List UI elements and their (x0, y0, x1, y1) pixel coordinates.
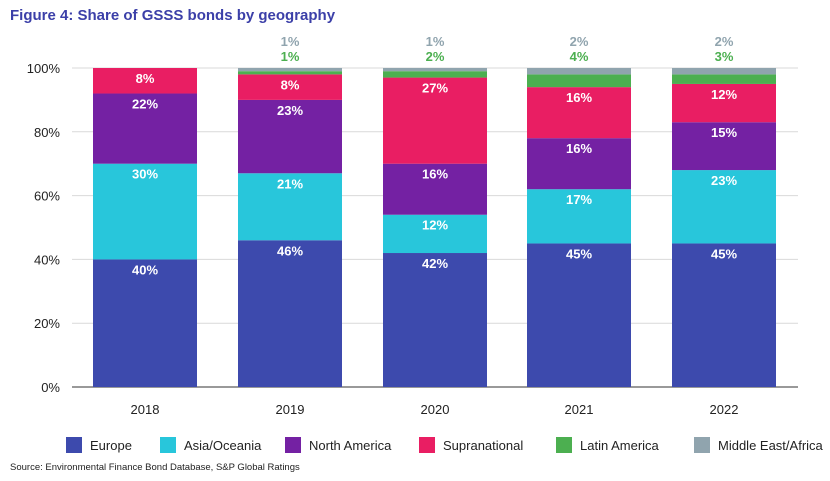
legend-label: Supranational (443, 438, 523, 453)
legend-label: North America (309, 438, 392, 453)
data-label: 12% (422, 218, 448, 233)
legend-swatch (694, 437, 710, 453)
data-label: 2% (570, 34, 589, 49)
bar-segment (93, 93, 197, 164)
legend-swatch (419, 437, 435, 453)
legend-label: Asia/Oceania (184, 438, 262, 453)
legend-swatch (285, 437, 301, 453)
y-tick-label: 80% (34, 125, 60, 140)
data-label: 23% (711, 173, 737, 188)
chart-title: Figure 4: Share of GSSS bonds by geograp… (10, 7, 336, 24)
data-label: 17% (566, 192, 592, 207)
data-label: 16% (422, 167, 448, 182)
bar-segment (527, 243, 631, 387)
data-label: 40% (132, 262, 158, 277)
data-label: 2% (715, 34, 734, 49)
data-label: 12% (711, 87, 737, 102)
bar-segment (527, 87, 631, 139)
data-label: 46% (277, 243, 303, 258)
y-tick-label: 0% (41, 380, 60, 395)
bar-segment (383, 77, 487, 164)
bar-segment (238, 74, 342, 100)
bar-segment (383, 163, 487, 215)
bar-segment (527, 138, 631, 190)
bar-segment (238, 71, 342, 75)
bar-segment (93, 68, 197, 94)
data-label: 45% (566, 246, 592, 261)
data-label: 45% (711, 246, 737, 261)
data-label: 3% (715, 49, 734, 64)
data-label: 27% (422, 81, 448, 96)
bar-segment (672, 83, 776, 123)
bar-segment (238, 68, 342, 72)
bar-segment (383, 253, 487, 387)
x-tick-label: 2019 (276, 402, 305, 417)
data-label: 21% (277, 176, 303, 191)
data-label: 15% (711, 125, 737, 140)
bar-segment (527, 189, 631, 244)
data-label: 1% (281, 34, 300, 49)
legend-label: Latin America (580, 438, 660, 453)
data-label: 8% (136, 71, 155, 86)
bar-segment (527, 68, 631, 75)
legend-label: Europe (90, 438, 132, 453)
y-tick-label: 40% (34, 252, 60, 267)
data-label: 1% (281, 49, 300, 64)
legend-swatch (160, 437, 176, 453)
bar-segment (527, 74, 631, 88)
data-label: 42% (422, 256, 448, 271)
data-label: 16% (566, 90, 592, 105)
bar-segment (672, 243, 776, 387)
legend-label: Middle East/Africa (718, 438, 824, 453)
data-label: 22% (132, 97, 158, 112)
bar-segment (238, 240, 342, 387)
x-tick-label: 2022 (710, 402, 739, 417)
bar-segment (93, 259, 197, 387)
x-tick-label: 2020 (421, 402, 450, 417)
bar-segment (93, 163, 197, 260)
y-tick-label: 20% (34, 316, 60, 331)
bar-segment (383, 71, 487, 78)
data-label: 23% (277, 103, 303, 118)
bar-segment (238, 173, 342, 241)
data-label: 1% (426, 34, 445, 49)
bar-segment (672, 74, 776, 84)
bar-segment (672, 170, 776, 244)
bar-segment (383, 214, 487, 254)
y-tick-label: 60% (34, 189, 60, 204)
legend-swatch (556, 437, 572, 453)
legend-swatch (66, 437, 82, 453)
x-tick-label: 2021 (565, 402, 594, 417)
x-tick-label: 2018 (131, 402, 160, 417)
bar-segment (238, 99, 342, 174)
source-note: Source: Environmental Finance Bond Datab… (10, 462, 300, 473)
y-tick-label: 100% (27, 61, 61, 76)
bar-segment (383, 68, 487, 72)
bar-segment (672, 68, 776, 75)
data-label: 2% (426, 49, 445, 64)
bar-segment (672, 122, 776, 171)
data-label: 16% (566, 141, 592, 156)
data-label: 30% (132, 167, 158, 182)
data-label: 4% (570, 49, 589, 64)
data-label: 8% (281, 77, 300, 92)
